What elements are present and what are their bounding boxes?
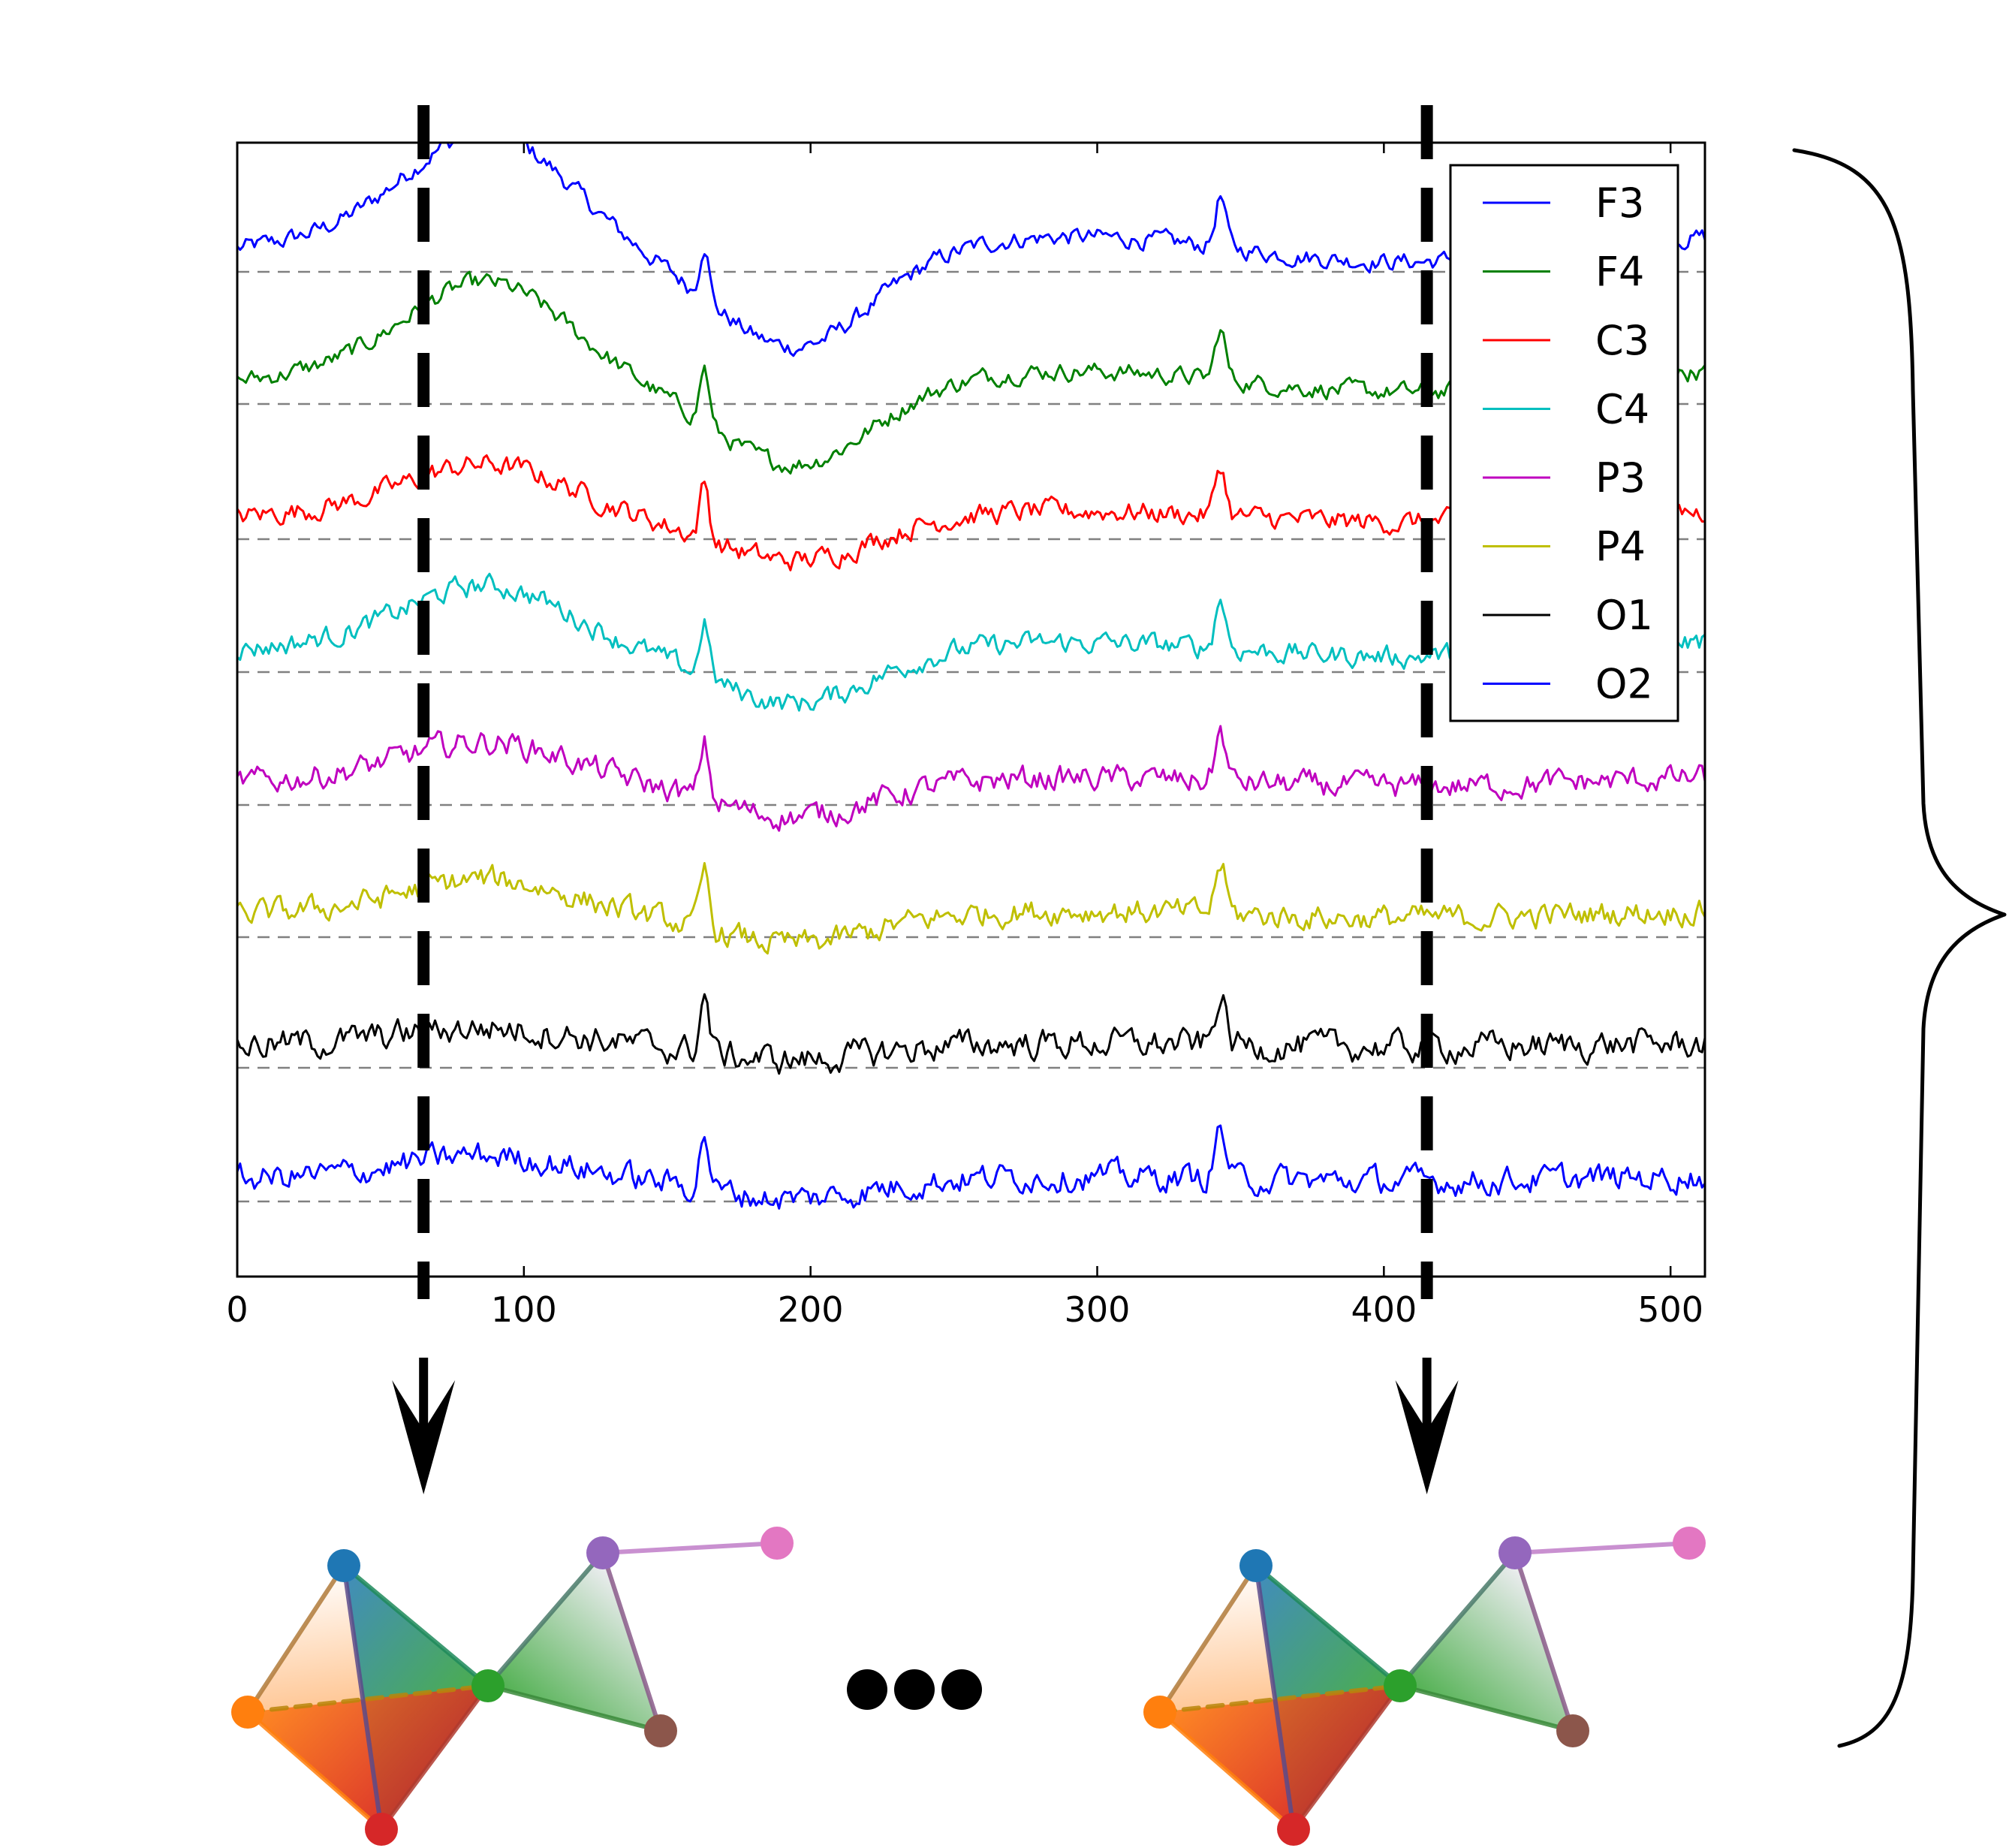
legend-label-o1: O1 [1595,592,1653,639]
plot-area: 0 100 200 300 400 500 [226,141,1706,1330]
graph-node [365,1813,398,1846]
graph-node [231,1696,264,1729]
graph-edge [1398,1551,1517,1688]
graph-edge [1513,1551,1575,1733]
ellipsis-dot [894,1669,935,1710]
time-markers [392,105,1459,1494]
graph-node [1384,1669,1417,1702]
graph-face [1400,1553,1573,1731]
graph-edge [601,1541,779,1555]
graph-face [248,1686,488,1829]
graph-node [1498,1536,1532,1569]
graph-node [1239,1549,1273,1582]
graph-node [1556,1714,1589,1747]
x-tick-label: 500 [1637,1289,1703,1330]
graph-edge [1158,1563,1258,1714]
graph-node [1673,1527,1706,1560]
graph-edge [1254,1563,1296,1831]
graph-edge [1513,1541,1691,1555]
graph-face [1160,1686,1400,1829]
ellipsis-dot [847,1669,887,1710]
graph-node [471,1669,505,1702]
graph-face [488,1553,661,1731]
legend: F3 F4 C3 C4 P3 P4 O1 O2 [1449,164,1679,722]
graph-node [1143,1696,1176,1729]
graph-edge [1254,1563,1402,1688]
graph-edge [486,1551,605,1688]
graph-node [761,1527,794,1560]
legend-label-f3: F3 [1595,179,1644,227]
graph-edge [245,1710,384,1831]
legend-box [1449,164,1679,722]
plot-frame [236,141,1706,1278]
trace-o2 [237,1124,1705,1210]
legend-label-f4: F4 [1595,249,1644,296]
graph-motifs [231,1527,1706,1846]
graph-edge [486,1684,663,1733]
x-tick-label: 0 [226,1289,248,1330]
x-tick-label: 200 [778,1289,844,1330]
graph-node [586,1536,619,1569]
graph-motif [231,1527,794,1846]
brace [1792,148,2007,1748]
x-tick-label: 400 [1351,1289,1417,1330]
graph-edge [245,1563,346,1714]
legend-label-p3: P3 [1595,454,1646,502]
legend-label-p4: P4 [1595,523,1646,571]
x-axis: 0 100 200 300 400 500 [226,143,1703,1330]
trace-p4 [237,862,1705,955]
x-tick-label: 100 [491,1289,557,1330]
graph-edge [1158,1710,1296,1831]
ellipsis [847,1669,982,1710]
arrow-head [1395,1380,1459,1494]
graph-node [1277,1813,1310,1846]
graph-edge [342,1563,490,1688]
graph-motif [1143,1527,1706,1846]
graph-edge [1291,1684,1402,1831]
graph-edge [245,1684,490,1714]
ellipsis-dot [941,1669,982,1710]
graph-edge [1398,1684,1575,1733]
legend-label-c3: C3 [1595,317,1649,364]
legend-label-c4: C4 [1595,386,1649,433]
legend-label-o2: O2 [1595,661,1653,708]
graph-edge [1158,1684,1402,1714]
arrow-head [392,1380,456,1494]
baselines [237,270,1705,1203]
trace-o1 [237,993,1705,1075]
graph-edge [342,1563,384,1831]
graph-edge [379,1684,490,1831]
graph-node [644,1714,677,1747]
graph-node [327,1549,360,1582]
graph-edge [601,1551,663,1733]
x-tick-label: 300 [1065,1289,1131,1330]
trace-p3 [237,725,1705,832]
